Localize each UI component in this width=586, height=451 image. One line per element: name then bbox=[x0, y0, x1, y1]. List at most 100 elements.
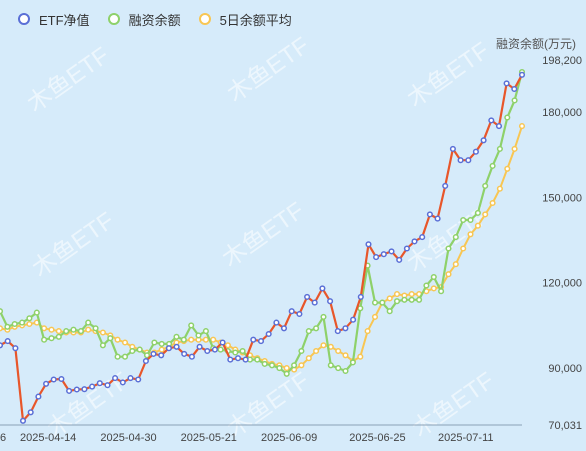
data-point bbox=[442, 182, 449, 189]
data-point bbox=[460, 245, 467, 252]
x-tick-label: 2025-06-09 bbox=[261, 432, 317, 444]
y-tick-label: 90,000 bbox=[548, 363, 582, 375]
data-point bbox=[85, 319, 92, 326]
data-point bbox=[430, 285, 437, 292]
data-point bbox=[136, 346, 143, 353]
data-point bbox=[373, 254, 380, 261]
data-point bbox=[73, 386, 80, 393]
data-point bbox=[165, 345, 172, 352]
data-point bbox=[280, 325, 288, 332]
legend-item-etf[interactable]: ETF净值 bbox=[14, 10, 90, 29]
data-point bbox=[224, 342, 231, 349]
data-point bbox=[496, 145, 503, 152]
legend-item-avg[interactable]: 5日余额平均 bbox=[195, 10, 292, 29]
data-point bbox=[313, 347, 320, 355]
legend-label: ETF净值 bbox=[39, 12, 90, 28]
data-point bbox=[196, 343, 203, 350]
data-point bbox=[33, 309, 40, 316]
data-point bbox=[127, 375, 134, 382]
data-point bbox=[452, 234, 459, 241]
x-tick-label: 2025-05-21 bbox=[181, 432, 237, 444]
data-point bbox=[188, 336, 195, 343]
data-point bbox=[107, 335, 114, 342]
data-point bbox=[371, 299, 379, 306]
data-point bbox=[70, 326, 77, 333]
data-point bbox=[104, 382, 111, 389]
data-point bbox=[257, 338, 265, 345]
data-point bbox=[210, 336, 217, 343]
data-point bbox=[313, 325, 320, 332]
data-point bbox=[81, 386, 88, 393]
data-point bbox=[26, 315, 33, 322]
data-point bbox=[408, 296, 415, 303]
data-point bbox=[219, 339, 226, 346]
data-point bbox=[58, 375, 65, 383]
data-point bbox=[211, 346, 218, 353]
data-point bbox=[85, 326, 92, 333]
data-point bbox=[365, 241, 372, 248]
data-point bbox=[158, 346, 165, 353]
data-point bbox=[335, 347, 342, 355]
data-point bbox=[482, 182, 489, 189]
data-point bbox=[511, 97, 518, 104]
data-point bbox=[63, 328, 70, 335]
data-point bbox=[495, 123, 503, 130]
data-point bbox=[202, 336, 209, 343]
data-point bbox=[334, 328, 341, 335]
data-point bbox=[232, 349, 239, 356]
series-line bbox=[0, 71, 524, 375]
data-point bbox=[4, 323, 11, 330]
data-point bbox=[393, 298, 401, 305]
data-point bbox=[320, 313, 327, 320]
data-point bbox=[503, 80, 510, 87]
data-point bbox=[96, 380, 103, 387]
legend-label: 融资余额 bbox=[128, 12, 181, 28]
data-point bbox=[202, 328, 209, 335]
legend-swatch-icon bbox=[104, 13, 124, 25]
data-point bbox=[188, 322, 195, 329]
data-point bbox=[357, 353, 364, 360]
legend-item-margin[interactable]: 融资余额 bbox=[104, 10, 181, 29]
data-point bbox=[434, 215, 441, 222]
data-point bbox=[26, 320, 33, 328]
data-point bbox=[411, 238, 418, 245]
data-point bbox=[12, 345, 19, 352]
data-point bbox=[158, 340, 165, 347]
data-point bbox=[291, 362, 298, 369]
data-point bbox=[55, 333, 62, 340]
data-point bbox=[173, 333, 180, 340]
data-point bbox=[158, 352, 165, 359]
data-point bbox=[151, 339, 158, 346]
data-point bbox=[77, 328, 84, 335]
data-point bbox=[496, 185, 503, 192]
data-point bbox=[426, 211, 433, 218]
y-axis-title: 融资余额(万元) bbox=[496, 37, 576, 51]
data-point bbox=[180, 336, 187, 343]
data-point bbox=[408, 291, 415, 298]
data-point bbox=[511, 145, 518, 152]
data-point bbox=[386, 308, 393, 315]
legend: ETF净值 融资余额 5日余额平均 bbox=[14, 9, 292, 29]
data-point bbox=[480, 137, 487, 144]
data-point bbox=[379, 299, 386, 306]
data-point bbox=[4, 338, 11, 345]
data-point bbox=[342, 352, 349, 359]
data-point bbox=[112, 375, 119, 382]
data-point bbox=[298, 362, 305, 369]
x-tick-label: 2025-06-25 bbox=[349, 432, 405, 444]
data-point bbox=[511, 85, 518, 93]
data-point bbox=[357, 305, 364, 312]
data-point bbox=[460, 216, 467, 224]
data-point bbox=[142, 357, 149, 365]
data-point bbox=[327, 362, 334, 369]
data-point bbox=[305, 355, 312, 362]
x-tick-label: 2025-07-11 bbox=[438, 432, 493, 444]
data-point bbox=[393, 291, 401, 298]
data-point bbox=[488, 117, 495, 124]
data-point bbox=[50, 376, 57, 383]
data-point bbox=[242, 356, 249, 363]
data-point bbox=[296, 310, 303, 318]
data-point bbox=[320, 342, 327, 349]
y-tick-label: 120,000 bbox=[542, 278, 582, 290]
data-point bbox=[276, 365, 283, 372]
